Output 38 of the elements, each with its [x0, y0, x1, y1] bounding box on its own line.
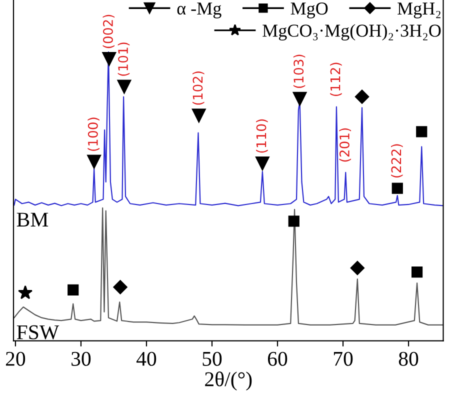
- x-axis-title: 2θ/(°): [205, 372, 252, 391]
- x-tick-label: 60: [268, 352, 288, 366]
- legend-label: MgH₂: [398, 2, 440, 18]
- series-label: FSW: [16, 325, 60, 340]
- point: [255, 156, 270, 170]
- series-label: BM: [16, 212, 48, 227]
- point: [354, 90, 370, 104]
- annotation: (110): [256, 119, 268, 153]
- x-tick-label: 80: [398, 352, 418, 366]
- x-tick-label: 20: [6, 352, 26, 366]
- point: [68, 284, 79, 296]
- point: [192, 108, 206, 122]
- legend-label: MgO: [290, 2, 328, 18]
- annotation: (102): [192, 71, 204, 105]
- point: [113, 280, 128, 294]
- point: [102, 52, 116, 66]
- legend-label: α -Mg: [177, 2, 222, 18]
- annotation: (201): [339, 128, 352, 162]
- annotation: (103): [293, 54, 306, 88]
- x-tick-label: 40: [136, 352, 156, 366]
- x-tick-label: 50: [202, 352, 222, 366]
- point: [392, 182, 403, 194]
- point: [87, 154, 102, 169]
- point: [350, 260, 365, 276]
- point: [117, 80, 132, 94]
- x-tick-label: 30: [72, 352, 91, 366]
- point: [292, 92, 307, 106]
- point: [18, 285, 33, 300]
- annotation: (101): [118, 42, 130, 76]
- annotation: (100): [88, 118, 100, 151]
- point: [288, 216, 300, 227]
- point: [411, 266, 423, 278]
- x-tick-label: 70: [334, 352, 353, 366]
- annotation: (112): [330, 62, 342, 96]
- annotation: (002): [102, 14, 115, 48]
- legend-label: MgCO₃·Mg(OH)₂·3H₂O: [262, 24, 441, 40]
- annotation: (222): [391, 144, 403, 178]
- point: [416, 126, 428, 138]
